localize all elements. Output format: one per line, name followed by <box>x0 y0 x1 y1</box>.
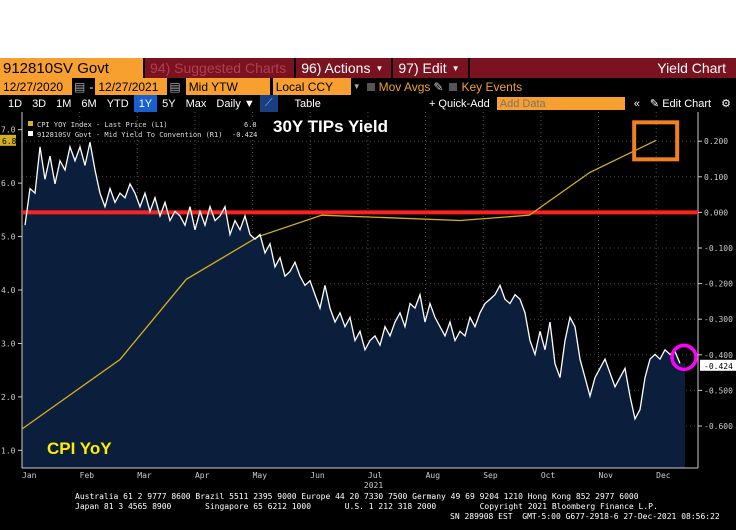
field-select[interactable]: Mid YTW <box>185 78 270 95</box>
yield-series-line <box>24 142 681 421</box>
right-tick-label: -0.100 <box>704 244 733 253</box>
edit-menu[interactable]: 97) Edit ▼ <box>391 58 470 78</box>
pencil-icon[interactable]: ✎ <box>433 79 444 94</box>
footer-contacts-1: Australia 61 2 9777 8600 Brazil 5511 239… <box>75 492 639 501</box>
add-data-input[interactable] <box>496 97 625 110</box>
period-tab-max[interactable]: Max <box>185 97 207 110</box>
x-tick-label: Nov <box>599 471 614 480</box>
period-tab-ytd[interactable]: YTD <box>106 97 129 110</box>
x-tick-label: Feb <box>80 471 95 480</box>
x-tick-label: Sep <box>483 471 498 480</box>
period-tab-1m[interactable]: 1M <box>56 97 72 110</box>
start-date-field[interactable]: 12/27/2020 <box>0 78 72 95</box>
x-tick-label: Mar <box>137 471 152 480</box>
calendar-icon[interactable]: ▤ <box>74 79 86 94</box>
last-yield-tag <box>700 359 736 371</box>
period-tab-1y[interactable]: 1Y <box>133 95 158 112</box>
quick-add-button[interactable]: + Quick-Add <box>428 97 490 110</box>
calendar-icon[interactable]: ▤ <box>169 79 181 94</box>
right-tick-label: -0.600 <box>704 422 733 431</box>
left-tick-label: 1.0 <box>1 446 16 455</box>
caret-down-icon: ▼ <box>375 63 384 73</box>
x-tick-label: Jul <box>368 471 383 480</box>
last-yield-tag-text: -0.424 <box>704 362 733 371</box>
legend: CPI YOY Index - Last Price (L1) 6.8 9128… <box>28 121 257 139</box>
caret-down-icon: ▼ <box>451 63 460 73</box>
yield-area-fill <box>22 142 685 468</box>
gear-icon[interactable]: ⚙ <box>721 98 731 110</box>
x-tick-label: Aug <box>426 471 441 480</box>
suggested-charts-button[interactable]: 94) Suggested Charts <box>143 58 294 78</box>
x-tick-label: Apr <box>195 471 210 480</box>
collapse-icon[interactable]: « <box>633 97 640 110</box>
key-events-checkbox[interactable] <box>449 82 458 91</box>
highlight-circle <box>670 343 698 372</box>
period-tab-3d[interactable]: 3D <box>32 97 47 110</box>
left-tick-label: 2.0 <box>1 393 16 402</box>
right-tick-label: -0.200 <box>704 280 733 289</box>
last-cpi-tag <box>0 134 16 146</box>
actions-menu[interactable]: 96) Actions ▼ <box>294 58 391 78</box>
highlight-box <box>632 120 680 162</box>
date-controls: 12/27/2020 ▤ - 12/27/2021 ▤ Mid YTW Loca… <box>0 78 736 95</box>
mov-avgs-checkbox[interactable] <box>366 82 375 91</box>
edit-chart-label: Edit Chart <box>662 97 712 110</box>
right-tick-label: -0.300 <box>704 315 733 324</box>
frequency-select[interactable]: Daily ▼ <box>216 97 255 110</box>
footer-session: SN 289908 EST GMT-5:00 G677-2918-6 27-De… <box>450 512 720 521</box>
legend-yield-label: 912810SV Govt - Mid Yield To Convention … <box>37 131 222 139</box>
period-tab-1d[interactable]: 1D <box>8 97 23 110</box>
currency-select[interactable]: Local CCY <box>272 78 351 95</box>
cpi-series-line <box>21 139 657 430</box>
mov-avgs-label: Mov Avgs <box>378 79 431 94</box>
security-field[interactable]: 912810SV Govt <box>0 58 143 78</box>
caret-down-icon[interactable]: ▼ <box>352 82 361 91</box>
edit-label: 97) Edit <box>398 60 447 76</box>
title-bar: 912810SV Govt 94) Suggested Charts 96) A… <box>0 58 736 78</box>
line-chart-icon[interactable]: ⟋ <box>259 95 278 112</box>
right-tick-label: -0.400 <box>704 351 733 360</box>
right-tick-label: 0.100 <box>704 173 728 182</box>
actions-label: 96) Actions <box>301 60 371 76</box>
window-title: Yield Chart <box>657 60 726 76</box>
frequency-label: Daily <box>216 97 241 110</box>
table-button[interactable]: Table <box>294 97 321 110</box>
period-tab-5y[interactable]: 5Y <box>162 97 176 110</box>
x-tick-label: Jan <box>22 471 37 480</box>
x-tick-label: Jun <box>310 471 325 480</box>
legend-cpi-label: CPI YOY Index - Last Price (L1) <box>37 121 168 129</box>
chart-toolbar: 1D 3D 1M 6M YTD 1Y 5Y Max Daily ▼ ⟋ Table + Qui… <box>0 95 736 112</box>
edit-chart-button[interactable]: ✎ Edit Chart <box>649 97 712 111</box>
left-tick-label: 7.0 <box>1 126 16 135</box>
right-tick-label: -0.500 <box>704 386 733 395</box>
x-tick-label: May <box>253 471 268 480</box>
x-year-label: 2021 <box>364 481 383 490</box>
x-tick-label: Dec <box>656 471 671 480</box>
right-tick-label: 0.200 <box>704 137 728 146</box>
left-tick-label: 6.0 <box>1 179 16 188</box>
footer-contacts-2: Japan 81 3 4565 8900 Singapore 65 6212 1… <box>75 502 658 511</box>
last-cpi-tag-text: 6.8 <box>2 137 17 146</box>
x-tick-label: Oct <box>541 471 556 480</box>
period-tab-6m[interactable]: 6M <box>81 97 97 110</box>
legend-yield-value: -0.424 <box>232 131 257 139</box>
cpi-annotation: CPI YoY <box>47 439 112 458</box>
legend-cpi-value: 6.8 <box>244 121 257 129</box>
left-tick-label: 3.0 <box>1 339 16 348</box>
key-events-label: Key Events <box>461 79 523 94</box>
left-tick-label: 4.0 <box>1 286 16 295</box>
right-tick-label: 0.000 <box>704 208 728 217</box>
end-date-field[interactable]: 12/27/2021 <box>95 78 168 95</box>
chart-title: 30Y TIPs Yield <box>273 117 388 136</box>
left-tick-label: 5.0 <box>1 233 16 242</box>
